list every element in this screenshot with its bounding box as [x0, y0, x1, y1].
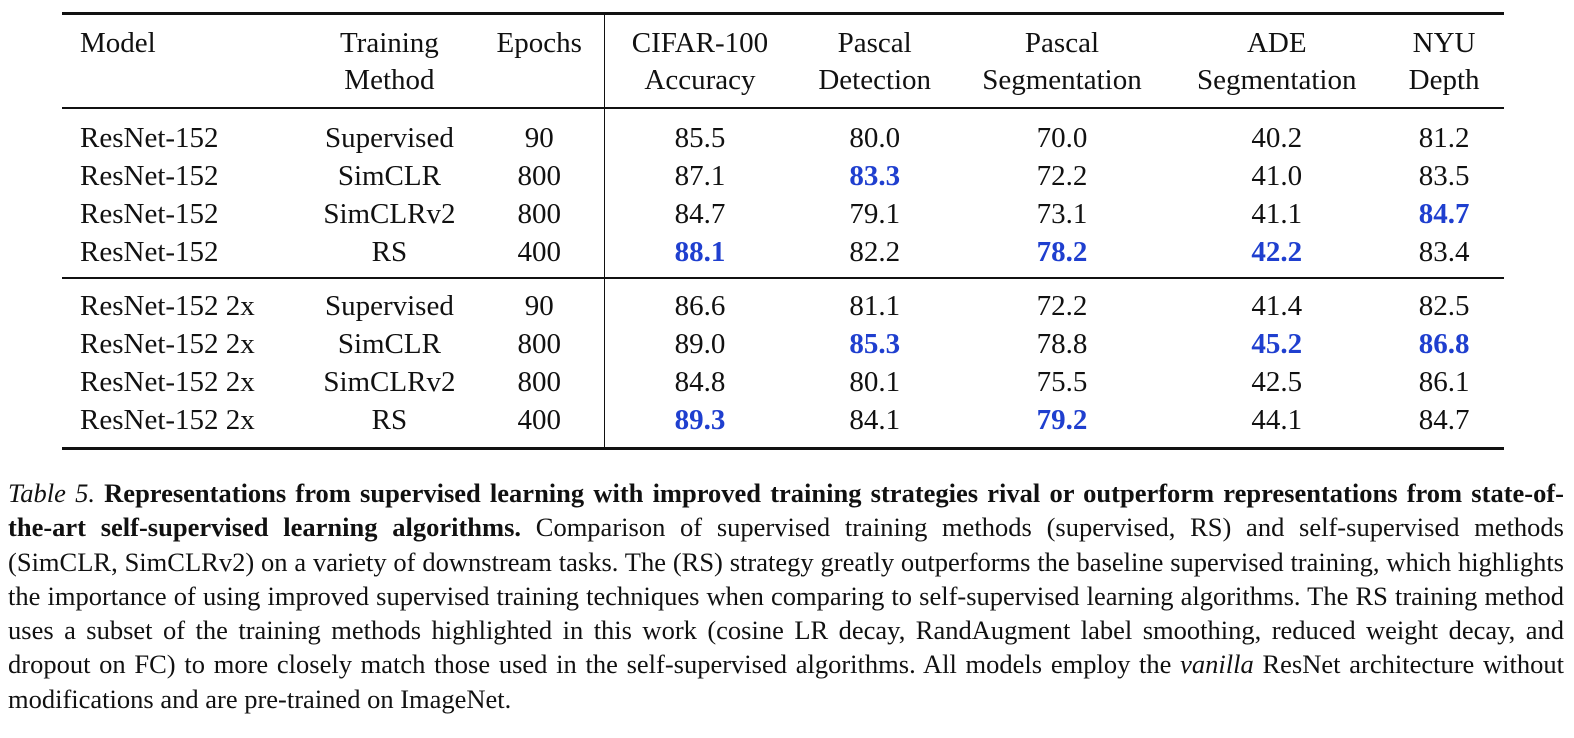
cell-pascal-detection: 84.1 — [849, 403, 901, 436]
cell-epochs: 400 — [474, 233, 606, 278]
cell-model: ResNet-152 — [80, 159, 219, 192]
cell-epochs: 800 — [474, 195, 606, 233]
header-pascal-detection: Pascal Detection — [818, 27, 932, 96]
cell-model: ResNet-152 2x — [80, 365, 255, 398]
cell-cifar100: 85.5 — [674, 121, 726, 154]
header-training-method: Training Method — [339, 27, 439, 96]
cell-pascal-segmentation: 72.2 — [1036, 159, 1088, 192]
cell-nyu-depth: 86.8 — [1418, 327, 1470, 360]
cell-training-method: RS — [371, 235, 408, 268]
cell-pascal-segmentation: 75.5 — [1036, 365, 1088, 398]
cell-cifar100: 86.6 — [674, 289, 726, 322]
header-model: Model — [80, 27, 156, 59]
header-row: Model Training Method Epochs CIFAR-100 Acc… — [62, 13, 1504, 108]
cell-pascal-segmentation: 72.2 — [1036, 289, 1088, 322]
cell-nyu-depth: 84.7 — [1418, 403, 1470, 436]
cell-cifar100: 84.7 — [674, 197, 726, 230]
cell-pascal-detection: 82.2 — [849, 235, 901, 268]
cell-cifar100: 89.0 — [674, 327, 726, 360]
table-row: ResNet-152 2x SimCLRv2 800 84.8 80.1 75.5 42.5… — [62, 363, 1504, 401]
cell-ade-segmentation: 41.4 — [1251, 289, 1303, 322]
table-row: ResNet-152 SimCLRv2 800 84.7 79.1 73.1 41.1 84.… — [62, 195, 1504, 233]
cell-pascal-detection: 80.1 — [849, 365, 901, 398]
cell-ade-segmentation: 40.2 — [1251, 121, 1303, 154]
cell-model: ResNet-152 2x — [80, 327, 255, 360]
cell-training-method: SimCLR — [337, 327, 441, 360]
cell-ade-segmentation: 42.2 — [1251, 235, 1303, 268]
cell-ade-segmentation: 41.0 — [1251, 159, 1303, 192]
table-row: ResNet-152 2x Supervised 90 86.6 81.1 72.2 41.… — [62, 278, 1504, 325]
cell-pascal-detection: 81.1 — [849, 289, 901, 322]
cell-cifar100: 87.1 — [674, 159, 726, 192]
cell-epochs: 800 — [474, 363, 606, 401]
cell-training-method: Supervised — [324, 121, 454, 154]
table-caption: Table 5. Representations from supervised… — [8, 476, 1564, 716]
cell-cifar100: 89.3 — [674, 403, 726, 436]
cell-training-method: SimCLR — [337, 159, 441, 192]
table-row: ResNet-152 2x RS 400 89.3 84.1 79.2 44.1 84.7 — [62, 401, 1504, 449]
table-row: ResNet-152 2x SimCLR 800 89.0 85.3 78.8 45.2 86… — [62, 325, 1504, 363]
cell-pascal-segmentation: 73.1 — [1036, 197, 1088, 230]
cell-nyu-depth: 82.5 — [1418, 289, 1470, 322]
table-row: ResNet-152 RS 400 88.1 82.2 78.2 42.2 83.4 — [62, 233, 1504, 278]
cell-pascal-detection: 80.0 — [849, 121, 901, 154]
cell-epochs: 800 — [474, 157, 606, 195]
cell-pascal-detection: 79.1 — [849, 197, 901, 230]
cell-training-method: Supervised — [324, 289, 454, 322]
cell-nyu-depth: 81.2 — [1418, 121, 1470, 154]
cell-pascal-segmentation: 79.2 — [1036, 403, 1088, 436]
cell-nyu-depth: 83.4 — [1418, 235, 1470, 268]
cell-pascal-segmentation: 78.8 — [1036, 327, 1088, 360]
caption-label: Table 5. — [8, 478, 95, 508]
cell-cifar100: 88.1 — [674, 235, 726, 268]
results-table-container: Model Training Method Epochs CIFAR-100 Acc… — [62, 12, 1504, 450]
table-group-resnet152: ResNet-152 Supervised 90 85.5 80.0 70.0 40.2 81… — [62, 108, 1504, 278]
caption-text-2: ResNet architecture without modification… — [8, 649, 1564, 714]
cell-training-method: SimCLRv2 — [323, 197, 456, 230]
cell-model: ResNet-152 — [80, 121, 219, 154]
table-row: ResNet-152 Supervised 90 85.5 80.0 70.0 40.2 81… — [62, 108, 1504, 157]
cell-epochs: 90 — [474, 108, 606, 157]
table-row: ResNet-152 SimCLR 800 87.1 83.3 72.2 41.0 83.5 — [62, 157, 1504, 195]
results-table: Model Training Method Epochs CIFAR-100 Acc… — [62, 12, 1504, 450]
cell-model: ResNet-152 2x — [80, 403, 255, 436]
cell-model: ResNet-152 — [80, 235, 219, 268]
cell-ade-segmentation: 41.1 — [1251, 197, 1303, 230]
caption-title: Representations from supervised learning… — [8, 478, 1565, 543]
cell-pascal-detection: 83.3 — [849, 159, 901, 192]
cell-nyu-depth: 83.5 — [1418, 159, 1470, 192]
cell-pascal-detection: 85.3 — [849, 327, 901, 360]
cell-epochs: 90 — [474, 278, 606, 325]
cell-model: ResNet-152 — [80, 197, 219, 230]
header-cifar100: CIFAR-100 Accuracy — [631, 27, 769, 96]
cell-nyu-depth: 86.1 — [1418, 365, 1470, 398]
cell-epochs: 800 — [474, 325, 606, 363]
cell-training-method: RS — [371, 403, 408, 436]
table-header: Model Training Method Epochs CIFAR-100 Acc… — [62, 13, 1504, 108]
cell-training-method: SimCLRv2 — [323, 365, 456, 398]
table-group-resnet152-2x: ResNet-152 2x Supervised 90 86.6 81.1 72.2 41.… — [62, 278, 1504, 449]
header-epochs: Epochs — [474, 13, 606, 108]
cell-epochs: 400 — [474, 401, 606, 449]
cell-ade-segmentation: 45.2 — [1251, 327, 1303, 360]
cell-model: ResNet-152 2x — [80, 289, 255, 322]
caption-italic: vanilla — [1180, 649, 1254, 680]
cell-ade-segmentation: 44.1 — [1251, 403, 1303, 436]
caption-text-1: Comparison of supervised training method… — [8, 512, 1564, 680]
header-ade-segmentation: ADE Segmentation — [1197, 27, 1357, 96]
header-pascal-segmentation: Pascal Segmentation — [982, 27, 1142, 96]
cell-ade-segmentation: 42.5 — [1251, 365, 1303, 398]
cell-nyu-depth: 84.7 — [1418, 197, 1470, 230]
cell-cifar100: 84.8 — [674, 365, 726, 398]
cell-pascal-segmentation: 70.0 — [1036, 121, 1088, 154]
cell-pascal-segmentation: 78.2 — [1036, 235, 1088, 268]
header-nyu-depth: NYU Depth — [1408, 27, 1480, 96]
